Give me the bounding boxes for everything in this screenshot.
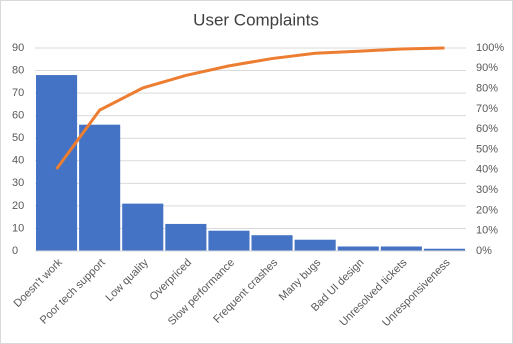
y2-tick-label: 70% xyxy=(476,103,498,115)
bar xyxy=(294,239,336,251)
bar xyxy=(423,248,465,251)
y2-tick-label: 90% xyxy=(476,62,498,74)
y-tick-label: 80 xyxy=(12,64,24,76)
y-tick-label: 0 xyxy=(12,245,18,257)
y-tick-label: 60 xyxy=(12,110,24,122)
y2-tick-label: 100% xyxy=(476,42,504,54)
y2-tick-label: 20% xyxy=(476,204,498,216)
bar xyxy=(79,124,121,251)
bar xyxy=(208,230,250,251)
bar xyxy=(337,246,379,251)
y2-tick-label: 60% xyxy=(476,123,498,135)
y2-tick-label: 40% xyxy=(476,164,498,176)
y-tick-label: 70 xyxy=(12,87,24,99)
y-tick-label: 10 xyxy=(12,222,24,234)
y2-tick-label: 30% xyxy=(476,184,498,196)
y2-tick-label: 10% xyxy=(476,225,498,237)
y-tick-label: 20 xyxy=(12,200,24,212)
bar xyxy=(251,235,293,251)
y-tick-label: 90 xyxy=(12,42,24,54)
bar xyxy=(122,203,164,251)
bar xyxy=(165,223,207,251)
bar xyxy=(380,246,422,251)
y-tick-label: 30 xyxy=(12,177,24,189)
y-tick-label: 50 xyxy=(12,132,24,144)
y-tick-label: 40 xyxy=(12,155,24,167)
bar xyxy=(36,75,78,251)
y2-tick-label: 80% xyxy=(476,83,498,95)
chart-title: User Complaints xyxy=(193,10,319,29)
cumulative-line xyxy=(55,46,445,170)
y2-tick-label: 0% xyxy=(476,245,492,257)
y2-tick-label: 50% xyxy=(476,143,498,155)
